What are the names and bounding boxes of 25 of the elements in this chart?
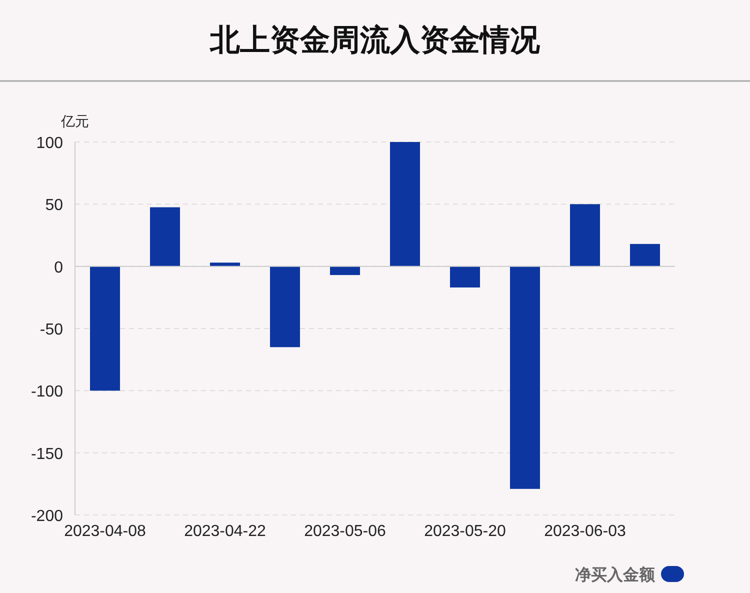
y-axis-title: 亿元 bbox=[60, 113, 89, 129]
chart-title: 北上资金周流入资金情况 bbox=[209, 23, 541, 57]
y-tick-label: -200 bbox=[30, 508, 64, 525]
y-tick-label: 100 bbox=[36, 135, 64, 152]
x-tick-label: 2023-04-22 bbox=[184, 523, 266, 540]
legend-label: 净买入金额 bbox=[575, 566, 656, 584]
y-tick-label: 0 bbox=[54, 259, 64, 276]
bar bbox=[630, 244, 660, 266]
bar bbox=[570, 204, 600, 266]
y-tick-label: -50 bbox=[40, 322, 64, 338]
y-tick-label: -100 bbox=[30, 384, 64, 401]
bar bbox=[330, 266, 360, 276]
x-tick-label: 2023-05-06 bbox=[304, 523, 386, 540]
bar bbox=[450, 266, 480, 288]
bar bbox=[90, 266, 120, 391]
x-tick-label: 2023-04-08 bbox=[64, 523, 146, 540]
bar bbox=[270, 266, 300, 348]
bar bbox=[210, 262, 240, 266]
bar bbox=[390, 142, 420, 266]
x-tick-label: 2023-06-03 bbox=[544, 523, 626, 540]
bar bbox=[510, 266, 540, 489]
bar bbox=[150, 207, 180, 266]
y-tick-label: -150 bbox=[30, 446, 64, 463]
x-tick-label: 2023-05-20 bbox=[424, 523, 506, 540]
y-tick-label: 50 bbox=[45, 197, 64, 214]
